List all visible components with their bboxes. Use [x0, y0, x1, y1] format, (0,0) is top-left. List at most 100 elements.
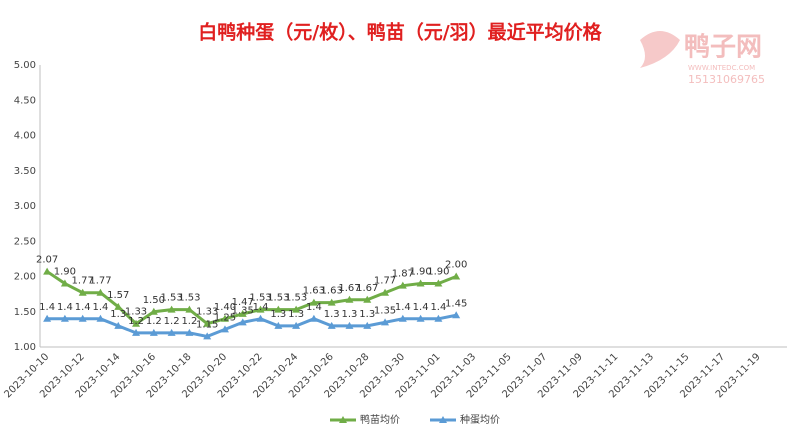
y-tick-label: 4.50: [14, 95, 36, 106]
series-line: [47, 313, 457, 338]
point-marker: [345, 321, 354, 329]
legend-item: 鸭苗均价: [330, 413, 400, 426]
value-label: 1.3: [110, 309, 126, 320]
point-marker: [398, 281, 407, 289]
point-marker: [185, 305, 194, 313]
point-marker: [292, 321, 301, 329]
point-marker: [256, 314, 265, 322]
point-marker: [167, 305, 176, 313]
point-marker: [327, 321, 336, 329]
legend-label: 鸭苗均价: [360, 413, 400, 426]
point-marker: [96, 288, 105, 296]
value-label: 1.33: [196, 307, 218, 318]
value-label: 1.2: [128, 316, 144, 327]
point-marker: [416, 314, 425, 322]
value-label: 1.4: [93, 302, 109, 313]
value-label: 1.53: [178, 293, 200, 304]
value-label: 1.25: [214, 312, 236, 323]
value-label: 1.15: [196, 319, 218, 330]
legend-marker: [439, 416, 447, 423]
y-tick-label: 4.00: [14, 131, 36, 142]
value-label: 1.4: [39, 302, 55, 313]
y-tick-label: 1.50: [14, 307, 36, 318]
point-marker: [292, 305, 301, 313]
point-marker: [309, 314, 318, 322]
point-marker: [220, 314, 229, 322]
value-label: 1.3: [359, 309, 375, 320]
value-label: 1.3: [288, 309, 304, 320]
point-marker: [381, 318, 390, 326]
point-marker: [381, 288, 390, 296]
legend-label: 种蛋均价: [460, 413, 500, 426]
value-label: 1.3: [342, 309, 358, 320]
legend-item: 种蛋均价: [430, 413, 500, 426]
point-marker: [114, 302, 123, 310]
value-label: 1.63: [303, 286, 325, 297]
value-label: 1.4: [253, 302, 269, 313]
y-tick-label: 3.50: [14, 166, 36, 177]
point-marker: [149, 307, 158, 315]
point-marker: [345, 295, 354, 303]
point-marker: [132, 319, 141, 327]
point-marker: [132, 328, 141, 336]
value-label: 1.53: [160, 293, 182, 304]
value-label: 1.4: [413, 302, 429, 313]
point-marker: [60, 279, 69, 287]
value-label: 1.4: [75, 302, 91, 313]
point-marker: [274, 321, 283, 329]
point-marker: [78, 314, 87, 322]
value-label: 1.90: [409, 267, 431, 278]
value-label: 1.90: [54, 267, 76, 278]
watermark-site: WWW.INTEDC.COM: [688, 64, 755, 72]
point-marker: [203, 319, 212, 327]
point-marker: [309, 298, 318, 306]
watermark-phone: 15131069765: [688, 73, 765, 86]
value-label: 1.40: [214, 302, 236, 313]
chart-title: 白鸭种蛋（元/枚）、鸭苗（元/羽）最近平均价格: [198, 21, 602, 44]
value-label: 1.2: [181, 316, 197, 327]
value-label: 1.45: [445, 298, 467, 309]
value-label: 1.90: [427, 267, 449, 278]
point-marker: [416, 279, 425, 287]
point-marker: [434, 314, 443, 322]
watermark-name: 鸭子网: [684, 33, 762, 63]
point-marker: [238, 309, 247, 317]
point-marker: [185, 328, 194, 336]
value-label: 2.07: [36, 255, 58, 266]
point-marker: [203, 332, 212, 340]
point-marker: [43, 314, 52, 322]
point-marker: [78, 288, 87, 296]
value-label: 1.53: [249, 293, 271, 304]
value-label: 1.4: [395, 302, 411, 313]
y-tick-label: 1.00: [14, 342, 36, 353]
value-label: 1.77: [72, 276, 94, 287]
point-marker: [220, 325, 229, 333]
value-label: 1.63: [321, 286, 343, 297]
value-label: 1.4: [430, 302, 446, 313]
value-label: 1.77: [374, 276, 396, 287]
y-tick-label: 2.50: [14, 236, 36, 247]
point-marker: [274, 305, 283, 313]
watermark: 鸭子网 WWW.INTEDC.COM 15131069765: [640, 31, 765, 86]
point-marker: [452, 272, 461, 280]
value-label: 1.3: [324, 309, 340, 320]
y-tick-label: 3.00: [14, 201, 36, 212]
value-label: 1.50: [143, 295, 165, 306]
point-marker: [452, 311, 461, 319]
value-label: 1.53: [267, 293, 289, 304]
value-label: 1.77: [89, 276, 111, 287]
point-marker: [96, 314, 105, 322]
series-line: [46, 270, 457, 326]
value-label: 1.3: [270, 309, 286, 320]
y-tick-label: 2.00: [14, 272, 36, 283]
watermark-logo: [640, 31, 680, 68]
point-marker: [327, 298, 336, 306]
point-marker: [43, 267, 52, 275]
value-label: 1.67: [356, 283, 378, 294]
legend-marker: [339, 416, 347, 423]
point-marker: [114, 321, 123, 329]
value-label: 1.87: [392, 269, 414, 280]
point-marker: [398, 314, 407, 322]
point-marker: [149, 328, 158, 336]
